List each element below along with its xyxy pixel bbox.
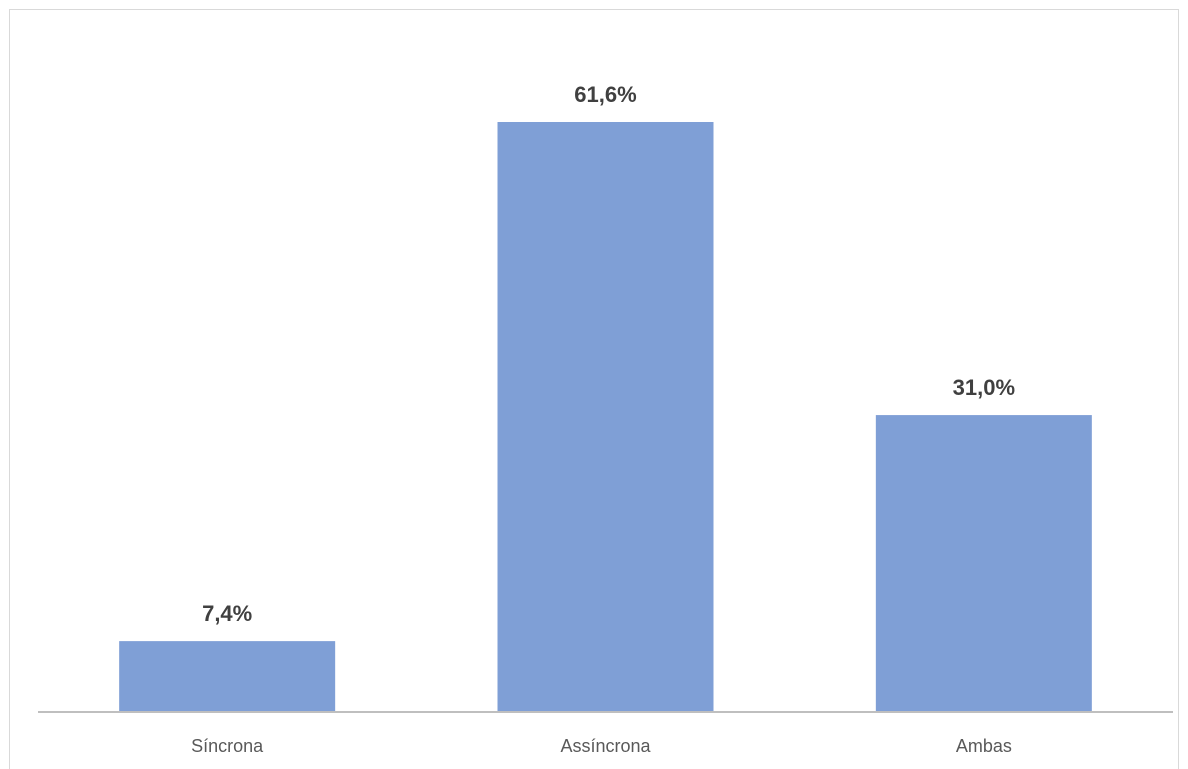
- x-tick-label-2: Ambas: [956, 736, 1012, 756]
- data-label-1: 61,6%: [574, 82, 636, 107]
- data-label-0: 7,4%: [202, 601, 252, 626]
- bars-group: [119, 122, 1092, 712]
- x-tick-label-0: Síncrona: [191, 736, 264, 756]
- data-labels-group: 7,4% 61,6% 31,0%: [202, 82, 1015, 626]
- data-label-2: 31,0%: [953, 375, 1015, 400]
- x-tick-label-1: Assíncrona: [560, 736, 651, 756]
- x-tick-labels-group: Síncrona Assíncrona Ambas: [191, 736, 1012, 756]
- bar-0: [119, 641, 336, 712]
- bar-2: [875, 415, 1092, 712]
- bar-1: [497, 122, 714, 712]
